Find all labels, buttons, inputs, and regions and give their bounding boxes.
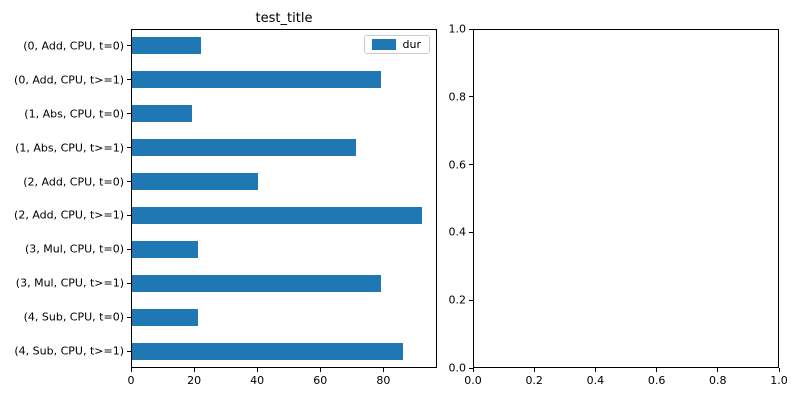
y-tick-label: (1, Abs, CPU, t>=1) — [15, 141, 124, 155]
y-tick-mark — [127, 350, 131, 352]
x-tick-mark — [382, 368, 384, 372]
y-tick-mark — [127, 316, 131, 318]
bar — [132, 105, 192, 123]
x-tick-mark — [533, 368, 535, 372]
y-tick-label: (4, Sub, CPU, t>=1) — [14, 344, 124, 358]
x-tick-label: 40 — [250, 374, 265, 387]
x-tick-label: 0.0 — [464, 374, 482, 387]
bar — [132, 37, 202, 55]
y-tick-mark — [469, 299, 473, 301]
y-tick-mark — [127, 79, 131, 81]
y-tick-mark — [469, 367, 473, 369]
x-tick-label: 0 — [127, 374, 135, 387]
bar — [132, 308, 199, 326]
x-tick-mark — [656, 368, 658, 372]
y-tick-mark — [469, 96, 473, 98]
x-tick-mark — [472, 368, 474, 372]
y-tick-label: (0, Add, CPU, t>=1) — [14, 73, 124, 87]
legend-swatch-dur — [371, 39, 396, 50]
bar — [132, 240, 199, 258]
y-tick-label: 0.8 — [448, 90, 467, 104]
bar — [132, 206, 423, 224]
y-tick-label: (0, Add, CPU, t=0) — [23, 39, 124, 53]
y-tick-mark — [127, 45, 131, 47]
x-tick-mark — [193, 368, 195, 372]
y-tick-label: (3, Mul, CPU, t>=1) — [15, 276, 124, 290]
x-tick-label: 0.4 — [586, 374, 605, 387]
y-tick-mark — [127, 181, 131, 183]
x-tick-mark — [778, 368, 780, 372]
right-axes — [473, 29, 779, 368]
y-tick-mark — [127, 282, 131, 284]
y-tick-mark — [127, 147, 131, 149]
x-tick-label: 60 — [313, 374, 328, 387]
legend-label: dur — [402, 38, 421, 51]
y-tick-mark — [469, 231, 473, 233]
y-tick-label: 0.6 — [448, 158, 467, 172]
y-tick-label: (2, Add, CPU, t=0) — [23, 175, 124, 189]
y-tick-mark — [469, 28, 473, 30]
x-tick-label: 80 — [376, 374, 391, 387]
x-tick-label: 0.6 — [647, 374, 666, 387]
left-axes: dur — [131, 29, 437, 368]
x-tick-label: 20 — [187, 374, 202, 387]
y-tick-mark — [127, 248, 131, 250]
left-chart-title: test_title — [255, 11, 313, 26]
bar — [132, 274, 382, 292]
y-tick-mark — [127, 214, 131, 216]
bar — [132, 139, 356, 157]
x-tick-mark — [319, 368, 321, 372]
y-tick-label: (4, Sub, CPU, t=0) — [23, 310, 124, 324]
bar — [132, 71, 382, 89]
x-tick-mark — [130, 368, 132, 372]
y-tick-label: 0.2 — [448, 293, 467, 307]
x-tick-label: 1.0 — [770, 374, 788, 387]
x-tick-label: 0.8 — [709, 374, 727, 387]
legend: dur — [363, 35, 430, 54]
x-tick-label: 0.2 — [525, 374, 543, 387]
y-tick-mark — [469, 164, 473, 166]
y-tick-label: (2, Add, CPU, t>=1) — [14, 208, 124, 222]
y-tick-label: (1, Abs, CPU, t=0) — [24, 107, 124, 121]
bar — [132, 173, 259, 191]
y-tick-label: 0.0 — [448, 361, 467, 375]
y-tick-label: 0.4 — [448, 225, 467, 239]
y-tick-label: 1.0 — [448, 22, 467, 36]
x-tick-mark — [594, 368, 596, 372]
x-tick-mark — [256, 368, 258, 372]
y-tick-label: (3, Mul, CPU, t=0) — [25, 242, 124, 256]
y-tick-mark — [127, 113, 131, 115]
x-tick-mark — [717, 368, 719, 372]
bar — [132, 342, 404, 360]
